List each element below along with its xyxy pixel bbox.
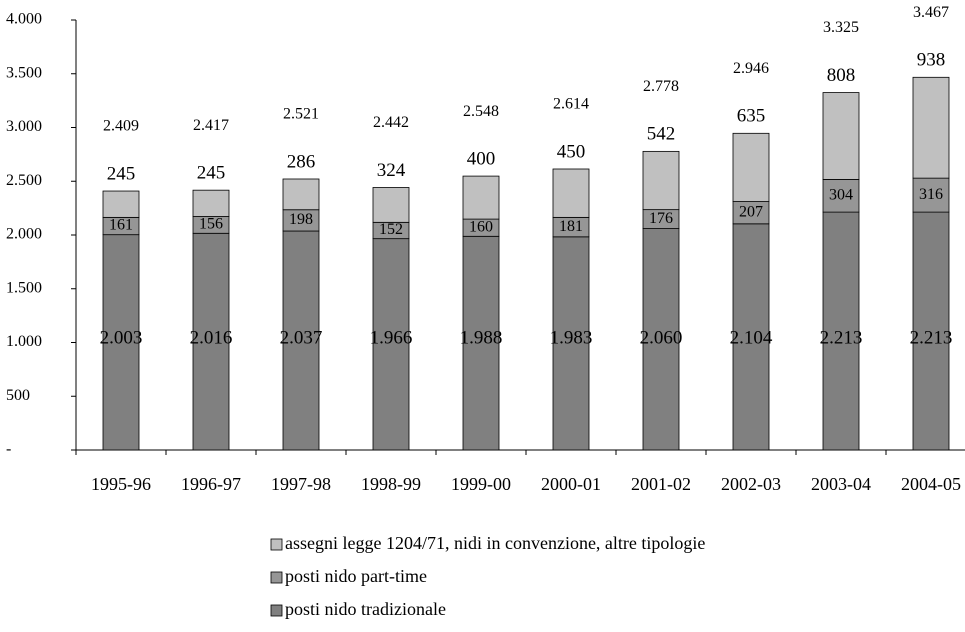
total-label: 2.409	[103, 118, 139, 135]
data-label: 316	[919, 186, 943, 203]
data-label: 542	[647, 124, 676, 145]
data-label: 1.966	[370, 328, 413, 349]
total-label: 3.467	[913, 4, 949, 21]
data-label: 400	[467, 148, 496, 169]
bar-segment	[642, 228, 680, 451]
data-label: 2.213	[910, 328, 953, 349]
bar-segment	[372, 187, 410, 223]
data-label: 156	[199, 216, 223, 233]
y-tick-label: 3.000	[6, 118, 42, 135]
bar-segment	[912, 211, 950, 451]
legend-label: posti nido tradizionale	[285, 599, 446, 619]
bar-segment	[552, 168, 590, 218]
bar-segment	[192, 232, 230, 451]
legend-swatch	[270, 538, 283, 551]
data-label: 2.037	[280, 328, 323, 349]
data-label: 635	[737, 106, 766, 127]
total-label: 2.946	[733, 60, 769, 77]
total-label: 3.325	[823, 19, 859, 36]
bar-segment	[912, 76, 950, 179]
total-label: 2.548	[463, 103, 499, 120]
bar-segment	[282, 178, 320, 211]
legend-swatch	[270, 571, 283, 584]
data-label: 938	[917, 50, 946, 71]
y-tick-label: 1.500	[6, 279, 42, 296]
bar-segment	[732, 223, 770, 451]
data-label: 161	[109, 217, 133, 234]
x-tick-label: 1998-99	[361, 474, 421, 494]
legend-label: assegni legge 1204/71, nidi in convenzio…	[285, 533, 705, 553]
data-label: 1.983	[550, 328, 593, 349]
legend-swatch	[270, 604, 283, 617]
bar-segment	[462, 235, 500, 451]
bar-segment	[192, 189, 230, 217]
bar-segment	[552, 236, 590, 451]
total-label: 2.521	[283, 106, 319, 123]
x-tick-label: 1995-96	[91, 474, 151, 494]
data-label: 2.104	[730, 328, 773, 349]
data-label: 808	[827, 65, 856, 86]
y-tick-label: 2.500	[6, 172, 42, 189]
legend-label: posti nido part-time	[285, 566, 427, 586]
total-label: 2.614	[553, 96, 589, 113]
data-label: 1.988	[460, 328, 503, 349]
data-label: 324	[377, 160, 406, 181]
data-label: 181	[559, 218, 583, 235]
y-tick-label: 4.000	[6, 11, 42, 28]
y-tick-label: 3.500	[6, 64, 42, 81]
data-label: 2.213	[820, 328, 863, 349]
data-label: 450	[557, 141, 586, 162]
y-tick-label: -	[6, 441, 11, 458]
data-label: 245	[197, 163, 226, 184]
bar-segment	[282, 230, 320, 451]
x-tick-label: 2000-01	[541, 474, 601, 494]
bar-segment	[912, 177, 950, 213]
total-label: 2.778	[643, 78, 679, 95]
bar-segment	[462, 175, 500, 220]
data-label: 2.060	[640, 328, 683, 349]
data-label: 245	[107, 163, 136, 184]
data-label: 286	[287, 151, 316, 172]
data-label: 176	[649, 210, 673, 227]
data-label: 152	[379, 221, 403, 238]
bar-segment	[732, 132, 770, 202]
y-tick-label: 500	[6, 387, 30, 404]
bar-segment	[642, 150, 680, 211]
bar-segment	[102, 234, 140, 451]
total-label: 2.417	[193, 117, 229, 134]
x-tick-label: 2001-02	[631, 474, 691, 494]
data-label: 207	[739, 203, 763, 220]
data-label: 2.003	[100, 328, 143, 349]
y-tick-label: 2.000	[6, 226, 42, 243]
total-label: 2.442	[373, 114, 409, 131]
y-tick-label: 1.000	[6, 333, 42, 350]
bar-segment	[822, 92, 860, 180]
bar-segment	[822, 179, 860, 213]
data-label: 2.016	[190, 328, 233, 349]
data-label: 198	[289, 211, 313, 228]
x-tick-label: 2003-04	[811, 474, 871, 494]
bar-segment	[102, 190, 140, 218]
x-tick-label: 2004-05	[901, 474, 961, 494]
data-label: 304	[829, 186, 853, 203]
data-label: 160	[469, 218, 493, 235]
x-tick-label: 2002-03	[721, 474, 781, 494]
x-tick-label: 1997-98	[271, 474, 331, 494]
x-tick-label: 1996-97	[181, 474, 241, 494]
x-tick-label: 1999-00	[451, 474, 511, 494]
